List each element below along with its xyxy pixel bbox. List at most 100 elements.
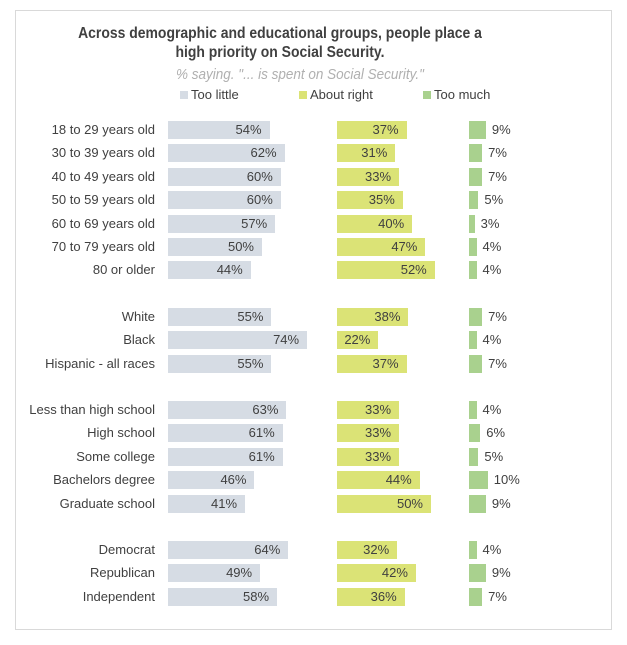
data-label-about-right: 44%: [385, 472, 412, 488]
bar-too-much: [469, 331, 477, 350]
bar-too-little: [168, 564, 261, 583]
bar-about-right: [337, 447, 400, 466]
bar-too-much: [469, 308, 483, 326]
data-label-too-much: 6%: [486, 425, 506, 441]
legend-swatch: [423, 90, 431, 99]
bar-about-right: [337, 261, 435, 280]
bar-too-much: [469, 587, 483, 606]
bar-too-little: [168, 471, 255, 490]
bar-about-right: [337, 424, 400, 443]
data-label-about-right: 36%: [370, 588, 397, 604]
data-label-too-much: 5%: [484, 192, 504, 208]
bar-too-much: [469, 564, 486, 583]
row-label: Independent: [82, 588, 155, 604]
row-label: Black: [123, 332, 155, 348]
row-label: 50 to 59 years old: [51, 192, 155, 208]
data-label-too-much: 9%: [491, 565, 511, 581]
data-label-too-little: 58%: [243, 588, 270, 604]
bar-too-much: [469, 214, 475, 233]
data-label-too-much: 9%: [491, 122, 511, 137]
row-label: 18 to 29 years old: [51, 122, 155, 137]
bar-about-right: [337, 494, 431, 513]
bar-about-right: [337, 541, 398, 559]
bar-too-little: [168, 214, 276, 233]
chart-subtitle: % saying. "... is spent on Social Securi…: [176, 66, 424, 83]
data-label-too-little: 55%: [237, 309, 264, 324]
bar-about-right: [337, 401, 400, 419]
bar-too-little: [168, 331, 308, 350]
bar-too-little: [168, 494, 246, 513]
bar-too-much: [469, 167, 483, 186]
bar-too-little: [168, 447, 283, 466]
bar-too-little: [168, 401, 287, 419]
legend-label: Too much: [434, 87, 491, 102]
bar-too-much: [469, 121, 486, 139]
data-label-too-little: 64%: [254, 542, 281, 557]
data-label-about-right: 37%: [372, 355, 399, 371]
data-label-about-right: 32%: [363, 542, 390, 557]
bar-too-little: [168, 261, 251, 280]
bar-too-little: [168, 191, 281, 210]
bar-too-little: [168, 167, 281, 186]
data-label-too-little: 41%: [211, 495, 238, 511]
bar-too-little: [168, 308, 272, 326]
row-label: High school: [87, 425, 155, 441]
bar-about-right: [337, 354, 407, 373]
row-label: 60 to 69 years old: [51, 215, 155, 231]
data-label-about-right: 33%: [365, 448, 392, 464]
bar-too-little: [168, 354, 272, 373]
legend-about-right: About right: [299, 87, 373, 102]
bar-too-much: [469, 424, 481, 443]
bar-about-right: [337, 308, 409, 326]
bar-too-much: [469, 447, 479, 466]
bar-about-right: [337, 144, 396, 163]
data-label-too-much: 4%: [482, 542, 502, 557]
data-label-too-little: 61%: [248, 448, 275, 464]
row-label: White: [121, 309, 155, 324]
bar-too-much: [469, 471, 488, 490]
data-label-too-much: 4%: [482, 402, 502, 417]
data-label-about-right: 33%: [365, 168, 392, 184]
data-label-too-little: 46%: [220, 472, 247, 488]
data-label-too-much: 7%: [488, 168, 507, 184]
data-label-about-right: 22%: [344, 332, 371, 348]
bar-too-much: [469, 191, 479, 210]
chart-frame: [15, 10, 612, 630]
data-label-too-much: 9%: [491, 495, 511, 511]
row-label: 40 to 49 years old: [51, 168, 155, 184]
legend-swatch: [180, 90, 188, 99]
bar-too-little: [168, 541, 289, 559]
row-label: Hispanic - all races: [45, 355, 155, 371]
data-label-about-right: 50%: [396, 495, 423, 511]
data-label-about-right: 40%: [378, 215, 405, 231]
legend-too-little: Too little: [180, 87, 239, 102]
bar-too-little: [168, 238, 262, 256]
bar-about-right: [337, 191, 403, 210]
row-label: Republican: [89, 565, 155, 581]
data-label-about-right: 35%: [368, 192, 395, 208]
data-label-too-little: 50%: [227, 239, 254, 254]
data-label-about-right: 52%: [400, 262, 427, 278]
bar-about-right: [337, 471, 420, 490]
data-label-too-little: 54%: [235, 122, 262, 137]
bar-too-little: [168, 424, 283, 443]
bar-about-right: [337, 121, 407, 139]
row-label: 80 or older: [92, 262, 155, 278]
data-label-about-right: 33%: [365, 402, 392, 417]
data-label-too-little: 49%: [226, 565, 253, 581]
legend-swatch: [299, 90, 307, 99]
data-label-about-right: 38%: [374, 309, 401, 324]
data-label-about-right: 47%: [391, 239, 418, 254]
bar-too-little: [168, 121, 270, 139]
data-label-too-little: 60%: [246, 168, 273, 184]
data-label-too-much: 4%: [482, 332, 502, 348]
data-label-too-much: 4%: [482, 262, 502, 278]
bar-too-much: [469, 238, 477, 256]
data-label-about-right: 31%: [361, 145, 388, 161]
data-label-too-much: 7%: [488, 145, 507, 161]
bar-about-right: [337, 587, 405, 606]
bar-about-right: [337, 564, 416, 583]
bar-about-right: [337, 331, 379, 350]
legend-too-much: Too much: [423, 87, 490, 102]
